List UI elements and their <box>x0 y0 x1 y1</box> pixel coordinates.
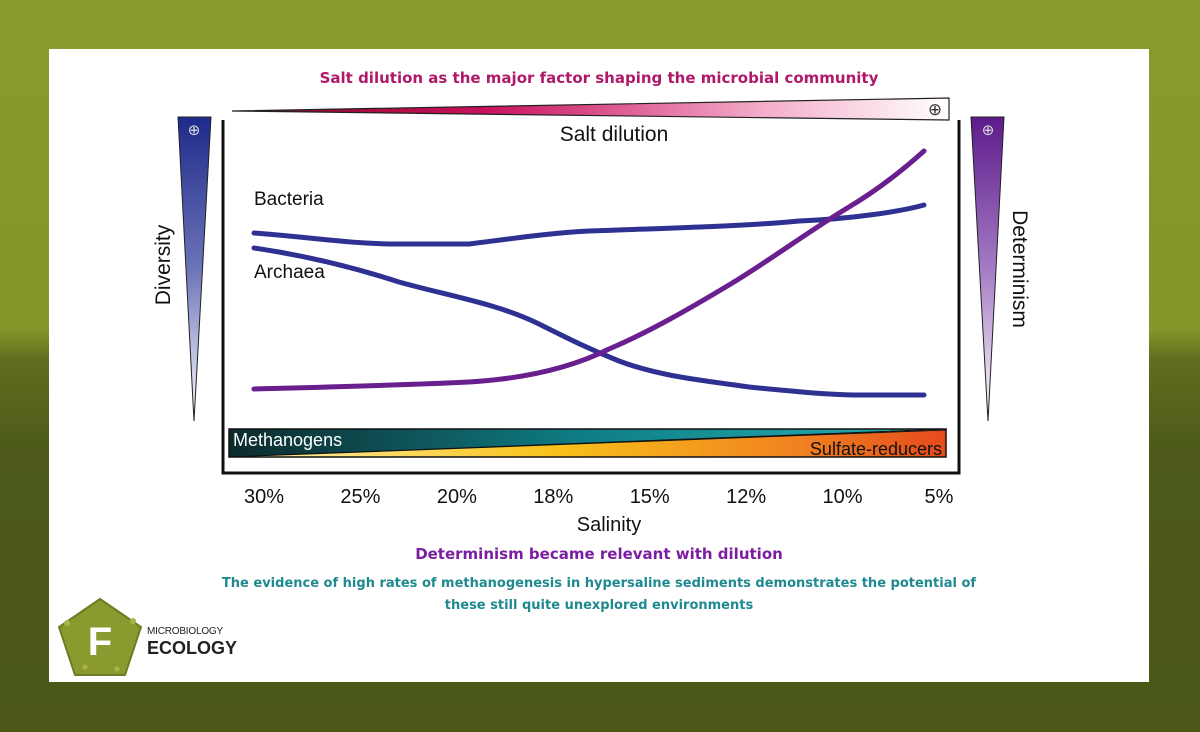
x-axis-title: Salinity <box>577 514 641 536</box>
archaea-curve <box>251 245 927 398</box>
determinism-note: Determinism became relevant with dilutio… <box>415 545 783 563</box>
logo-badge-icon: F <box>57 597 143 676</box>
salt-dilution-wedge <box>231 97 950 121</box>
evidence-note: The evidence of high rates of methanogen… <box>159 573 1039 617</box>
determinism-wedge <box>970 116 1005 422</box>
methanogens-label: Methanogens <box>233 430 342 450</box>
sulfate-reducers-label: Sulfate-reducers <box>810 439 942 459</box>
x-tick-label: 25% <box>340 486 380 508</box>
salt-plus-icon: ⊕ <box>928 100 942 120</box>
logo-text-big: ECOLOGY <box>147 638 238 658</box>
diagram-svg: ⊕ Salt dilution ⊕ Diversity ⊕ Determinis… <box>152 97 1031 536</box>
bacteria-label: Bacteria <box>254 189 324 210</box>
x-tick-label: 10% <box>823 486 863 508</box>
evidence-line-2: these still quite unexplored environment… <box>444 598 754 613</box>
determinism-curve <box>251 148 927 392</box>
diversity-wedge <box>177 116 212 422</box>
wedge-box <box>228 428 947 458</box>
plot-frame <box>221 120 961 475</box>
x-tick-label: 30% <box>244 486 284 508</box>
x-tick-labels: 30% 25% 20% 18% 15% 12% 10% 5% <box>244 486 954 508</box>
x-tick-label: 12% <box>726 486 766 508</box>
diversity-plus-icon: ⊕ <box>188 121 201 139</box>
x-tick-label: 15% <box>630 486 670 508</box>
figure-panel: Salt dilution as the major factor shapin… <box>49 49 1149 682</box>
determinism-label: Determinism <box>1008 210 1031 328</box>
microbiology-ecology-logo: F MICROBIOLOGY ECOLOGY <box>55 597 255 677</box>
x-tick-label: 5% <box>925 486 954 508</box>
evidence-line-1: The evidence of high rates of methanogen… <box>221 576 977 591</box>
salt-dilution-label: Salt dilution <box>560 123 669 146</box>
archaea-label: Archaea <box>254 262 325 283</box>
x-tick-label: 20% <box>437 486 477 508</box>
logo-letter: F <box>88 620 112 664</box>
determinism-plus-icon: ⊕ <box>982 121 995 139</box>
logo-text-small: MICROBIOLOGY <box>147 626 223 637</box>
bacteria-curve <box>251 202 927 247</box>
figure-title: Salt dilution as the major factor shapin… <box>319 69 879 87</box>
diversity-label: Diversity <box>152 224 175 305</box>
x-tick-label: 18% <box>533 486 573 508</box>
